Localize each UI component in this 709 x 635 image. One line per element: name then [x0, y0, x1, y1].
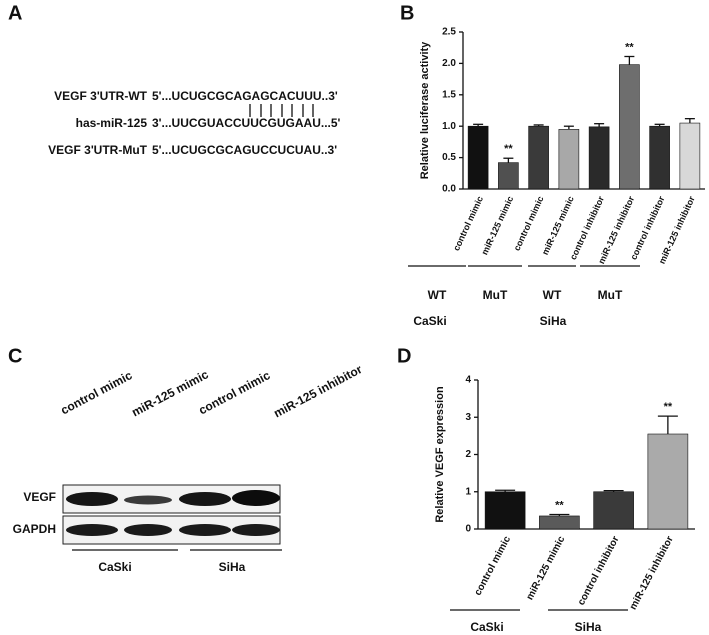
- sequence: 5'...UCUGCGCAGUCCUCUAU..3': [152, 143, 337, 157]
- y-tick-label: 2.5: [442, 27, 456, 38]
- bar: [647, 433, 689, 530]
- cell-line-label: CaSki: [98, 560, 131, 574]
- y-tick-label: 3: [465, 412, 471, 423]
- y-tick-label: 2.0: [442, 58, 456, 69]
- blot: [62, 484, 281, 545]
- bar: [588, 126, 610, 190]
- y-axis-label: Relative VEGF expression: [434, 386, 446, 523]
- x-tick-label: control mimic: [473, 534, 514, 597]
- group-label: MuT: [483, 288, 508, 302]
- significance: **: [625, 41, 634, 53]
- significance: **: [555, 499, 564, 511]
- bar: [484, 491, 526, 530]
- x-tick-label: miR-125 mimic: [525, 534, 568, 602]
- bar: [467, 125, 489, 190]
- panel-label: C: [8, 345, 22, 367]
- group-label: WT: [543, 288, 562, 302]
- sequence: 3'...UUCGUACCUUCGUGAAU...5': [152, 116, 341, 130]
- blot-label: GAPDH: [13, 522, 56, 536]
- y-tick-label: 1.5: [442, 89, 456, 100]
- sequence-name: has-miR-125: [76, 116, 148, 130]
- blot-label: VEGF: [23, 490, 56, 504]
- x-tick-label: control inhibitor: [576, 534, 622, 607]
- bar: [539, 515, 580, 530]
- x-tick-label: control mimic: [451, 195, 485, 253]
- bar: [593, 491, 634, 530]
- y-axis-label: Relative luciferase activity: [419, 41, 431, 179]
- x-tick-label: control mimic: [512, 195, 546, 253]
- panel-label: A: [8, 2, 22, 24]
- significance: **: [664, 401, 673, 413]
- sequence-name: VEGF 3'UTR-MuT: [48, 143, 148, 157]
- significance: **: [504, 143, 513, 155]
- lane-label: control mimic: [58, 368, 134, 417]
- bar: [649, 125, 670, 190]
- bar: [498, 162, 519, 190]
- base-pairs: [249, 104, 314, 117]
- cell-line-label: SiHa: [219, 560, 246, 574]
- group-label: MuT: [598, 288, 623, 302]
- y-tick-label: 1: [465, 486, 471, 497]
- cell-line-label: CaSki: [470, 620, 503, 634]
- y-tick-label: 4: [465, 375, 471, 386]
- x-tick-label: miR-125 mimic: [540, 195, 576, 257]
- lane-label: miR-125 inhibitor: [271, 362, 364, 421]
- y-tick-label: 2: [465, 449, 471, 460]
- x-tick-label: miR-125 inhibitor: [628, 534, 676, 611]
- y-tick-label: 1.0: [442, 121, 456, 132]
- cell-line-label: SiHa: [540, 314, 567, 328]
- cell-line-label: SiHa: [575, 620, 602, 634]
- sequence-name: VEGF 3'UTR-WT: [54, 89, 148, 103]
- cell-line-label: CaSki: [413, 314, 446, 328]
- x-tick-label: miR-125 mimic: [479, 195, 515, 257]
- bar: [558, 129, 580, 190]
- panel-label: D: [397, 345, 411, 367]
- panel-label: B: [400, 2, 414, 24]
- y-tick-label: 0: [465, 524, 471, 535]
- group-label: WT: [428, 288, 447, 302]
- bar: [619, 64, 640, 190]
- y-tick-label: 0.5: [442, 152, 456, 163]
- bar: [679, 122, 701, 190]
- bar: [528, 125, 549, 190]
- y-tick-label: 0.0: [442, 184, 456, 195]
- sequence: 5'...UCUGCGCAGAGCACUUU..3': [152, 89, 338, 103]
